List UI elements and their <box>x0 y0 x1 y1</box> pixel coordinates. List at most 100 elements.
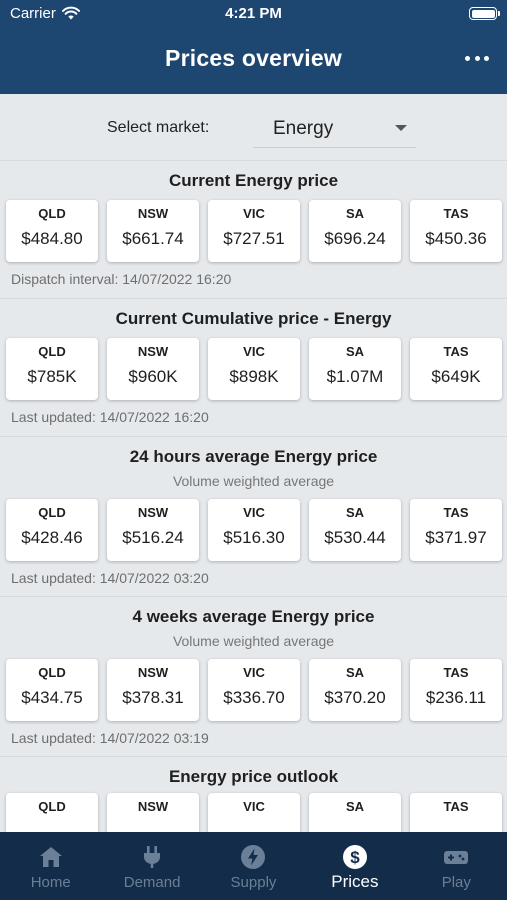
price-card-nsw[interactable]: NSW $378.31 <box>107 659 199 721</box>
outlook-card-tas[interactable]: TAS <box>410 793 502 832</box>
price-card-nsw[interactable]: NSW $516.24 <box>107 499 199 561</box>
more-options-icon[interactable] <box>465 52 489 64</box>
tab-label: Home <box>30 874 71 891</box>
price-value: $370.20 <box>324 688 386 707</box>
price-card-tas[interactable]: TAS $371.97 <box>410 499 502 561</box>
price-card-nsw[interactable]: NSW $960K <box>107 338 199 400</box>
price-cards: QLD $484.80 NSW $661.74 VIC $727.51 SA $696.… <box>6 200 502 262</box>
price-value: $960K <box>128 367 178 386</box>
market-dropdown[interactable]: Energy <box>253 108 416 148</box>
region-label: NSW <box>137 206 169 221</box>
price-value: $434.75 <box>21 688 83 707</box>
price-card-sa[interactable]: SA $696.24 <box>309 200 401 262</box>
tab-home[interactable]: Home <box>0 832 101 900</box>
region-label: QLD <box>38 206 66 221</box>
tab-demand[interactable]: Demand <box>101 832 202 900</box>
caret-down-icon <box>395 125 407 131</box>
price-card-vic[interactable]: VIC $727.51 <box>208 200 300 262</box>
price-card-qld[interactable]: QLD $785K <box>6 338 98 400</box>
region-label: QLD <box>38 665 66 680</box>
outlook-card-qld[interactable]: QLD <box>6 793 98 832</box>
main-content[interactable]: Select market: Energy Current Energy pri… <box>0 94 507 832</box>
outlook-card-sa[interactable]: SA <box>309 793 401 832</box>
price-value: $378.31 <box>122 688 184 707</box>
price-cards: QLD $434.75 NSW $378.31 VIC $336.70 SA $370.… <box>6 659 502 721</box>
region-label: SA <box>345 665 365 680</box>
price-card-qld[interactable]: QLD $434.75 <box>6 659 98 721</box>
region-label: TAS <box>443 799 469 814</box>
price-card-sa[interactable]: SA $530.44 <box>309 499 401 561</box>
price-cards: QLD $785K NSW $960K VIC $898K SA $1.07M TAS $… <box>6 338 502 400</box>
price-card-tas[interactable]: TAS $649K <box>410 338 502 400</box>
price-value: $661.74 <box>122 229 184 248</box>
region-label: TAS <box>443 505 469 520</box>
tab-label: Prices <box>331 872 379 891</box>
region-label: NSW <box>137 505 169 520</box>
price-value: $727.51 <box>223 229 285 248</box>
region-label: TAS <box>443 206 469 221</box>
tab-prices[interactable]: $ Prices <box>304 832 405 900</box>
region-label: QLD <box>38 799 66 814</box>
price-card-sa[interactable]: SA $370.20 <box>309 659 401 721</box>
price-card-vic[interactable]: VIC $336.70 <box>208 659 300 721</box>
region-label: NSW <box>137 344 169 359</box>
section-footer: Last updated: 14/07/2022 16:20 <box>11 409 209 425</box>
outlook-card-vic[interactable]: VIC <box>208 793 300 832</box>
section-price-outlook: Energy price outlook QLD NSW VIC SA TAS <box>0 756 507 832</box>
price-card-tas[interactable]: TAS $236.11 <box>410 659 502 721</box>
region-label: VIC <box>243 665 265 680</box>
price-value: $450.36 <box>425 229 487 248</box>
tab-label: Play <box>441 874 471 891</box>
section-footer: Last updated: 14/07/2022 03:19 <box>11 730 209 746</box>
market-value: Energy <box>273 118 334 139</box>
region-label: SA <box>345 505 365 520</box>
tab-play[interactable]: Play <box>406 832 507 900</box>
section-title: 4 weeks average Energy price <box>132 607 375 626</box>
price-card-vic[interactable]: VIC $898K <box>208 338 300 400</box>
tab-bar: Home Demand Supply $ Prices Play <box>0 832 507 900</box>
section-title: Current Energy price <box>168 171 339 190</box>
price-card-tas[interactable]: TAS $450.36 <box>410 200 502 262</box>
price-value: $696.24 <box>324 229 386 248</box>
section-4w-average: 4 weeks average Energy price Volume weig… <box>0 596 507 756</box>
carrier-label: Carrier <box>10 5 56 22</box>
section-title: 24 hours average Energy price <box>129 447 378 466</box>
section-footer: Dispatch interval: 14/07/2022 16:20 <box>11 271 232 287</box>
price-card-qld[interactable]: QLD $428.46 <box>6 499 98 561</box>
market-selector-row: Select market: Energy <box>0 94 507 160</box>
svg-text:$: $ <box>350 848 360 867</box>
section-cumulative-price: Current Cumulative price - Energy QLD $78… <box>0 298 507 436</box>
price-cards: QLD $428.46 NSW $516.24 VIC $516.30 SA $530.… <box>6 499 502 561</box>
price-card-nsw[interactable]: NSW $661.74 <box>107 200 199 262</box>
region-label: QLD <box>38 505 66 520</box>
section-24h-average: 24 hours average Energy price Volume wei… <box>0 436 507 596</box>
outlook-cards: QLD NSW VIC SA TAS <box>6 793 502 832</box>
clock: 4:21 PM <box>225 5 282 22</box>
region-label: SA <box>345 206 365 221</box>
price-value: $898K <box>229 367 279 386</box>
outlook-card-nsw[interactable]: NSW <box>107 793 199 832</box>
region-label: VIC <box>243 505 265 520</box>
region-label: QLD <box>38 344 66 359</box>
region-label: NSW <box>137 799 169 814</box>
region-label: TAS <box>443 344 469 359</box>
status-bar: Carrier 4:21 PM <box>0 0 507 28</box>
dollar-icon: $ <box>342 845 367 869</box>
price-card-sa[interactable]: SA $1.07M <box>309 338 401 400</box>
tab-supply[interactable]: Supply <box>203 832 304 900</box>
section-subtitle: Volume weighted average <box>172 633 335 649</box>
region-label: TAS <box>443 665 469 680</box>
region-label: SA <box>345 344 365 359</box>
price-card-qld[interactable]: QLD $484.80 <box>6 200 98 262</box>
price-value: $530.44 <box>324 528 386 547</box>
tab-label: Demand <box>123 874 181 891</box>
lightning-icon <box>241 845 266 869</box>
region-label: VIC <box>243 799 265 814</box>
gamepad-icon <box>444 851 469 864</box>
price-value: $785K <box>27 367 77 386</box>
tab-label: Supply <box>230 874 277 891</box>
price-value: $428.46 <box>21 528 83 547</box>
price-value: $516.30 <box>223 528 285 547</box>
price-value: $336.70 <box>223 688 285 707</box>
price-card-vic[interactable]: VIC $516.30 <box>208 499 300 561</box>
